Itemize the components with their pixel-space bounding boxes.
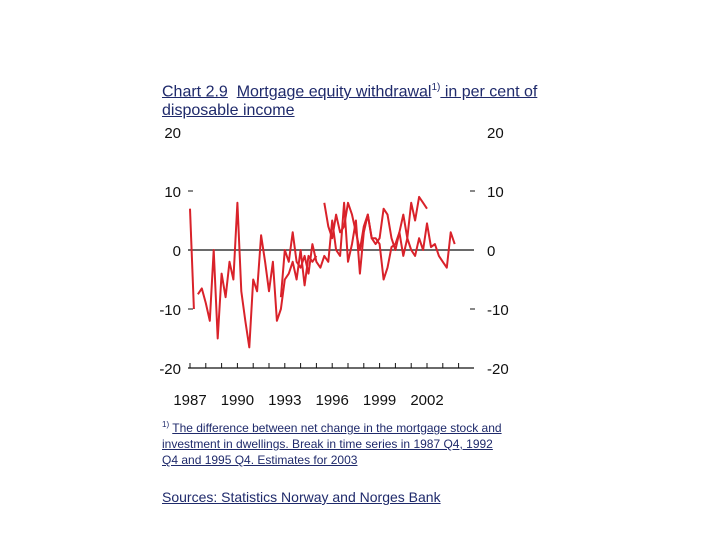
y-tick-label-right: 10 [487,184,504,201]
y-tick-label-left: 0 [173,243,181,260]
y-tick-label-left: -20 [159,361,181,378]
chart-title-text: Mortgage equity withdrawal [236,83,432,101]
footnote: 1) The difference between net change in … [162,417,512,468]
series-segment [189,208,195,310]
y-tick-label-right: -10 [487,302,509,319]
chart-title-rest: in per cent of disposable income [162,83,538,120]
y-tick-label-left: 10 [164,184,181,201]
x-tick-label: 1996 [316,392,349,409]
x-tick-label: 1987 [173,392,206,409]
x-axis-ticks [189,363,460,368]
y-axis-right: 20 10 0 -10 -20 [470,125,509,378]
chart-number: Chart 2.9 [162,83,228,101]
y-tick-label-right: 20 [487,125,504,142]
footnote-marker: 1) [162,420,170,429]
sources: Sources: Statistics Norway and Norges Ba… [162,488,462,506]
series-lines [189,195,456,349]
title-footnote-marker: 1) [431,82,441,93]
y-axis-left: 20 10 0 -10 -20 [159,125,193,378]
series-segment [197,201,318,349]
sources-text: Sources: Statistics Norway and Norges Ba… [162,489,441,505]
x-tick-label: 1990 [221,392,254,409]
x-tick-label: 1993 [268,392,301,409]
x-tick-label: 1999 [363,392,396,409]
x-axis-labels: 1987 1990 1993 1996 1999 2002 [173,392,443,409]
series-segment [323,195,428,251]
y-tick-label-right: 0 [487,243,495,260]
y-tick-label-right: -20 [487,361,509,378]
y-tick-label-left: -10 [159,302,181,319]
footnote-text: The difference between net change in the… [162,421,502,467]
y-tick-label-left: 20 [164,125,181,142]
chart-title: Chart 2.9 Mortgage equity withdrawal1) i… [162,78,602,120]
x-tick-label: 2002 [410,392,443,409]
